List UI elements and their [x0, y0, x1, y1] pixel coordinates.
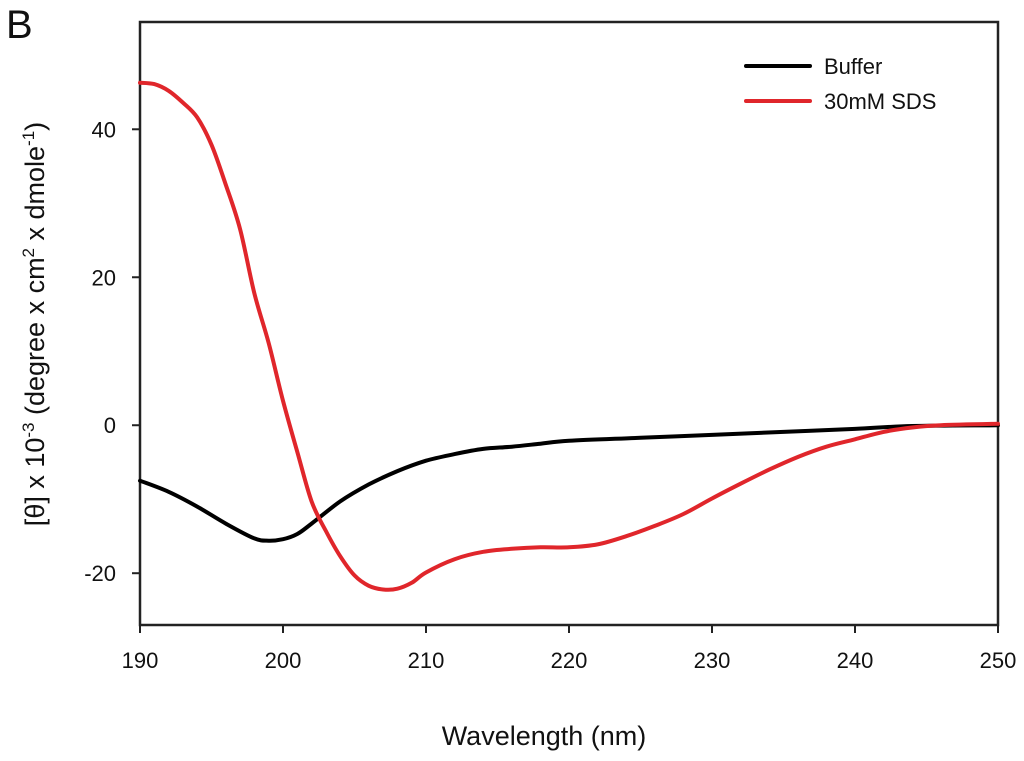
y-title-part-3: x dmole [20, 146, 50, 248]
y-title-part-2: (degree x cm [20, 257, 50, 422]
y-axis-title: [θ] x 10-3 (degree x cm2 x dmole-1) [19, 122, 50, 526]
y-tick-label: 40 [92, 117, 116, 142]
y-title-sup-3: -1 [19, 131, 38, 146]
series-layer [138, 80, 1000, 592]
y-tick-label: 20 [92, 265, 116, 290]
x-tick-label: 200 [265, 648, 302, 673]
y-axis-title-text: [θ] x 10-3 (degree x cm2 x dmole-1) [19, 122, 50, 526]
y-tick-label: -20 [84, 561, 116, 586]
panel-label: B [6, 3, 33, 47]
series-line-buffer [138, 423, 1000, 543]
legend-label-sds: 30mM SDS [824, 89, 936, 114]
y-title-part-1: [θ] x 10 [20, 438, 50, 527]
legend-label-buffer: Buffer [824, 54, 882, 79]
y-title-sup-2: 2 [19, 248, 38, 257]
x-tick-label: 190 [122, 648, 159, 673]
x-tick-label: 240 [837, 648, 874, 673]
x-tick-label: 210 [408, 648, 445, 673]
x-tick-label: 250 [980, 648, 1017, 673]
y-title-sup-1: -3 [19, 423, 38, 438]
x-tick-label: 220 [551, 648, 588, 673]
x-axis: 190 200 210 220 230 240 250 [122, 625, 1017, 673]
legend: Buffer 30mM SDS [744, 54, 936, 114]
x-axis-title: Wavelength (nm) [442, 721, 647, 751]
y-axis: -20 0 20 40 [84, 117, 140, 586]
x-tick-label: 230 [694, 648, 731, 673]
y-title-part-4: ) [20, 122, 50, 131]
y-tick-label: 0 [104, 413, 116, 438]
series-line-30mm-sds [138, 80, 1000, 592]
